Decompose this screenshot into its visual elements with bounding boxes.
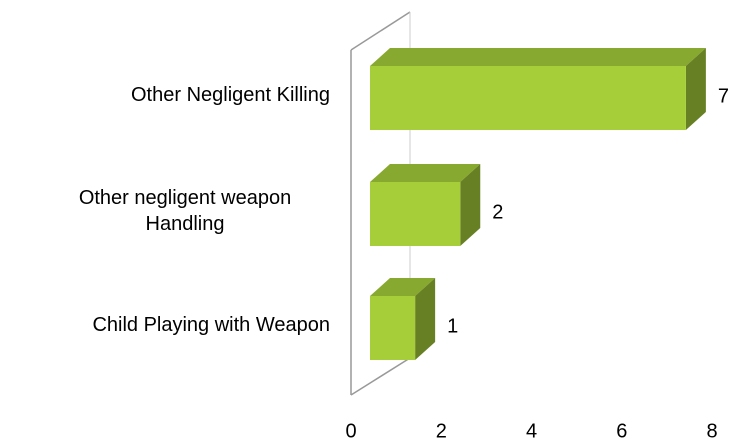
bar [370,296,416,360]
x-tick-label: 8 [706,420,717,442]
bar-side [415,278,436,360]
bar-top [370,278,436,296]
value-label: 7 [718,85,729,107]
bar-side [685,48,706,130]
x-tick-label: 6 [616,420,627,442]
bar [370,182,461,246]
x-tick-label: 2 [436,420,447,442]
y-tick-label: Other Negligent Killing [131,84,330,106]
y-tick-label: Other negligent weapon Handling [78,187,292,235]
value-label: 2 [492,201,503,223]
bar-top [370,48,706,66]
bar [370,66,686,130]
bar-side [460,164,481,246]
value-label: 1 [447,315,458,337]
x-tick-label: 4 [526,420,537,442]
x-tick-label: 0 [345,420,356,442]
y-tick-label: Child Playing with Weapon [92,314,330,336]
floor-edge [350,357,411,396]
bar-top [370,164,481,182]
wall-edge [350,11,411,51]
